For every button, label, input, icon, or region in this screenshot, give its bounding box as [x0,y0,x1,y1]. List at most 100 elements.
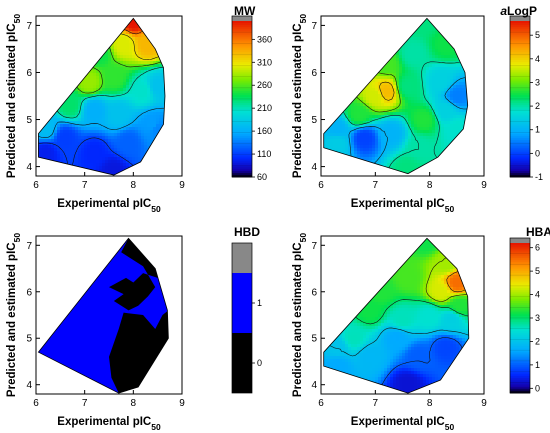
colorbar-band [510,312,530,315]
colorbar-band [510,299,530,302]
colorbar-tick-label: 4 [535,54,540,64]
colorbar-band-2 [232,243,252,273]
colorbar-band [510,368,530,371]
colorbar-band [232,104,252,108]
contour-level-160 [38,107,165,138]
colorbar-band [510,110,530,114]
colorbar-band [510,325,530,328]
colorbar-band [510,24,530,28]
colorbar-band [510,83,530,86]
colorbar-band [510,252,530,255]
y-tick-label: 6 [311,68,317,79]
colorbar-band [232,110,252,114]
colorbar-band [510,274,530,278]
colorbar-band [510,56,530,59]
contour-field [323,238,469,394]
colorbar-band [510,321,530,325]
colorbar-band [510,157,530,160]
colorbar-band [510,155,530,158]
x-axis-label: Experimental pIC50 [351,416,455,432]
colorbar-band [232,75,252,79]
colorbar-band [510,65,530,69]
colorbar-tick-label: 360 [257,34,272,44]
colorbar-band [232,30,252,34]
colorbar-band [510,327,530,330]
colorbar-band [510,346,530,349]
y-tick-label: 6 [26,287,32,298]
colorbar-band [232,106,252,110]
colorbar-band [510,128,530,131]
colorbar-tick-label: 5 [535,30,540,40]
colorbar-band [232,67,252,71]
colorbar-band [510,293,530,296]
colorbar-band [510,26,530,30]
colorbar-band [510,295,530,298]
colorbar-band [510,21,530,24]
colorbar-band [510,141,530,145]
colorbar-band [510,310,530,313]
colorbar-band [232,32,252,36]
colorbar-band [232,48,252,51]
colorbar-tick-label: 1 [535,360,540,370]
colorbar-band [510,112,530,116]
colorbar-band [510,366,530,370]
colorbar-title: MW [234,4,256,18]
colorbar-band [510,69,530,73]
colorbar-title: aLogP [500,4,537,18]
colorbar-band [510,301,530,304]
colorbar-band [232,134,252,137]
colorbar-band [510,175,530,178]
colorbar-band [510,333,530,336]
colorbar-band [510,391,530,394]
colorbar-band [510,167,530,170]
colorbar-band [510,54,530,57]
colorbar-band [510,120,530,123]
colorbar-band [510,116,530,119]
colorbar-band [510,60,530,63]
hull-outline [323,17,469,175]
colorbar-tick-label: 110 [257,149,271,159]
colorbar-band [232,71,252,75]
panel-bottom-right: 6 7 8 9 4 5 6 7 Experimental pIC50 Predicted and … [292,225,550,432]
colorbar-band [510,289,530,293]
colorbar-band [510,100,530,104]
colorbar-band [510,361,530,364]
colorbar-band [232,118,252,121]
colorbar-band [232,138,252,141]
hull-outline [38,17,166,176]
y-tick-label: 5 [26,115,32,126]
panel-bottom-left: 6 7 8 9 4 5 6 7 Experimental pIC50 Predicted and … [6,225,262,432]
colorbar-tick-label: 6 [535,243,540,253]
colorbar-band [510,81,530,84]
colorbar-band [510,248,530,251]
plot-frame [35,235,183,395]
colorbar-band [232,99,252,102]
colorbar-band [510,357,530,360]
colorbar-band-0 [232,333,252,393]
colorbar-band [510,297,530,300]
colorbar-band [510,259,530,263]
colorbar: 0 1 2 3 4 5 6 HBA [509,225,550,394]
colorbar-band [510,370,530,373]
colorbar-band [232,132,252,135]
colorbar-cap [232,16,252,21]
colorbar-band [232,85,252,88]
colorbar-band [232,124,252,127]
colorbar-band [510,143,530,147]
x-tick-label: 8 [131,180,137,191]
colorbar: 0 1 HBD [231,225,262,394]
y-tick-label: 4 [26,162,32,173]
colorbar-band [232,102,252,106]
colorbar-band [510,42,530,45]
colorbar-frame [509,15,531,178]
colorbar-band [510,89,530,92]
colorbar: -1 0 1 2 3 4 5 aLogP [500,4,543,182]
colorbar-band [510,376,530,379]
colorbar-band [510,99,530,102]
y-tick-label: 7 [311,241,317,252]
colorbar-band [232,87,252,90]
colorbar-band [510,36,530,40]
colorbar-band [232,50,252,53]
y-tick-label: 5 [311,334,317,345]
